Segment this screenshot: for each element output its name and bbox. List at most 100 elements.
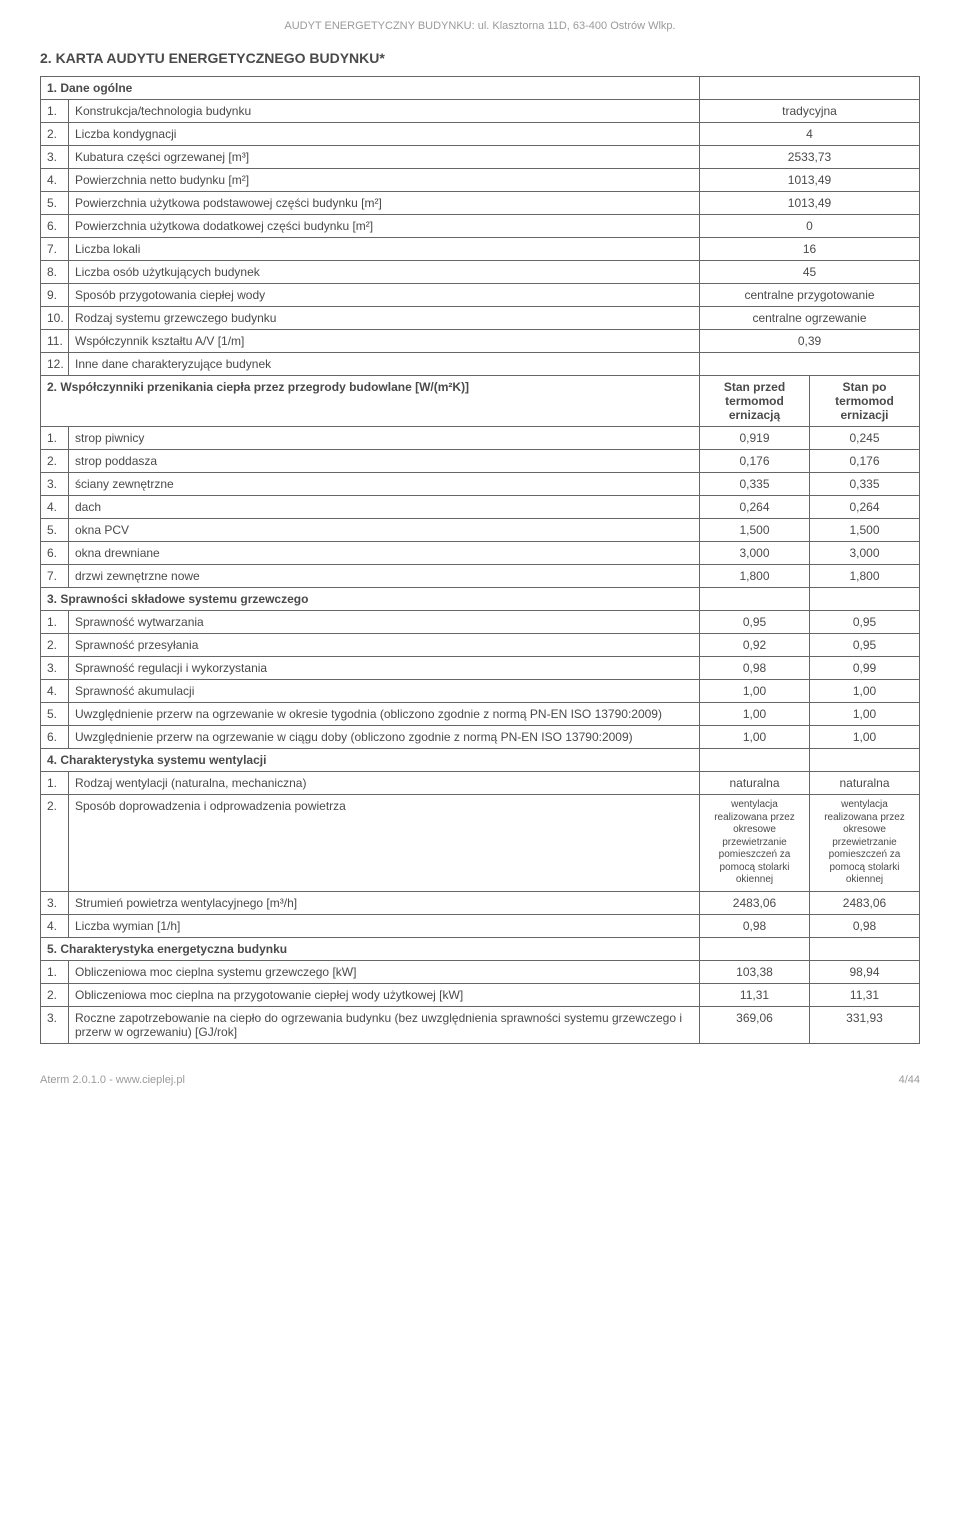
table-row: 4.dach0,2640,264 (41, 496, 920, 519)
table-row: 9.Sposób przygotowania ciepłej wodycentr… (41, 284, 920, 307)
row-label: Obliczeniowa moc cieplna na przygotowani… (69, 983, 700, 1006)
row-value-after: 1,500 (810, 519, 920, 542)
table-row: 2.Liczba kondygnacji4 (41, 123, 920, 146)
row-value: centralne przygotowanie (700, 284, 920, 307)
table-row: 10.Rodzaj systemu grzewczego budynkucent… (41, 307, 920, 330)
table-row: 3.ściany zewnętrzne0,3350,335 (41, 473, 920, 496)
row-value-after: 0,245 (810, 427, 920, 450)
row-value: 4 (700, 123, 920, 146)
page-footer: Aterm 2.0.1.0 - www.cieplej.pl 4/44 (40, 1074, 920, 1086)
row-value-before: 3,000 (700, 542, 810, 565)
row-num: 3. (41, 657, 69, 680)
section4-title: 4. Charakterystyka systemu wentylacji (41, 749, 700, 772)
row-value-before: 1,00 (700, 703, 810, 726)
section1-title: 1. Dane ogólne (41, 77, 700, 100)
audit-table: 1. Dane ogólne1.Konstrukcja/technologia … (40, 76, 920, 1044)
row-label: Strumień powietrza wentylacyjnego [m³/h] (69, 891, 700, 914)
row-value-before: wentylacja realizowana przez okresowe pr… (700, 795, 810, 892)
row-num: 10. (41, 307, 69, 330)
row-num: 3. (41, 473, 69, 496)
row-label: dach (69, 496, 700, 519)
table-row: 3. Sprawności składowe systemu grzewczeg… (41, 588, 920, 611)
row-value: 45 (700, 261, 920, 284)
row-value: 16 (700, 238, 920, 261)
row-num: 5. (41, 703, 69, 726)
row-value-after: wentylacja realizowana przez okresowe pr… (810, 795, 920, 892)
row-num: 7. (41, 565, 69, 588)
row-label: Sprawność wytwarzania (69, 611, 700, 634)
row-value-before: 1,00 (700, 680, 810, 703)
table-row: 7.Liczba lokali16 (41, 238, 920, 261)
row-label: Współczynnik kształtu A/V [1/m] (69, 330, 700, 353)
row-num: 2. (41, 795, 69, 892)
row-value-after: 331,93 (810, 1006, 920, 1043)
row-value-after: naturalna (810, 772, 920, 795)
table-row: 3.Sprawność regulacji i wykorzystania0,9… (41, 657, 920, 680)
table-row: 1.Sprawność wytwarzania0,950,95 (41, 611, 920, 634)
row-label: Powierzchnia netto budynku [m²] (69, 169, 700, 192)
col-after: Stan po termomod ernizacji (810, 376, 920, 427)
row-value-before: 0,92 (700, 634, 810, 657)
row-label: Powierzchnia użytkowa dodatkowej części … (69, 215, 700, 238)
row-label: okna drewniane (69, 542, 700, 565)
row-value-before: 1,00 (700, 726, 810, 749)
row-label: Liczba kondygnacji (69, 123, 700, 146)
table-row: 4. Charakterystyka systemu wentylacji (41, 749, 920, 772)
row-value-after: 1,800 (810, 565, 920, 588)
row-label: drzwi zewnętrzne nowe (69, 565, 700, 588)
row-num: 11. (41, 330, 69, 353)
row-num: 5. (41, 519, 69, 542)
row-num: 4. (41, 914, 69, 937)
row-num: 1. (41, 427, 69, 450)
row-value-before: 0,95 (700, 611, 810, 634)
row-label: Sposób doprowadzenia i odprowadzenia pow… (69, 795, 700, 892)
table-row: 5.Powierzchnia użytkowa podstawowej częś… (41, 192, 920, 215)
row-num: 7. (41, 238, 69, 261)
table-row: 6.okna drewniane3,0003,000 (41, 542, 920, 565)
section5-title: 5. Charakterystyka energetyczna budynku (41, 937, 700, 960)
row-num: 2. (41, 123, 69, 146)
row-value-before: 0,176 (700, 450, 810, 473)
row-value-before: 0,335 (700, 473, 810, 496)
row-label: strop poddasza (69, 450, 700, 473)
row-num: 6. (41, 542, 69, 565)
row-num: 3. (41, 1006, 69, 1043)
row-num: 1. (41, 611, 69, 634)
table-row: 2.Sposób doprowadzenia i odprowadzenia p… (41, 795, 920, 892)
row-num: 1. (41, 772, 69, 795)
row-value-after: 0,95 (810, 634, 920, 657)
row-label: Liczba lokali (69, 238, 700, 261)
table-row: 2.Obliczeniowa moc cieplna na przygotowa… (41, 983, 920, 1006)
col-before: Stan przed termomod ernizacją (700, 376, 810, 427)
row-num: 2. (41, 634, 69, 657)
row-value (700, 353, 920, 376)
row-value-before: 0,98 (700, 657, 810, 680)
row-value-before: 1,800 (700, 565, 810, 588)
table-row: 12.Inne dane charakteryzujące budynek (41, 353, 920, 376)
row-label: Sprawność regulacji i wykorzystania (69, 657, 700, 680)
row-label: Uwzględnienie przerw na ogrzewanie w cią… (69, 726, 700, 749)
row-value-before: 103,38 (700, 960, 810, 983)
footer-left: Aterm 2.0.1.0 - www.cieplej.pl (40, 1074, 185, 1086)
table-row: 7.drzwi zewnętrzne nowe1,8001,800 (41, 565, 920, 588)
row-label: Liczba wymian [1/h] (69, 914, 700, 937)
table-row: 6.Powierzchnia użytkowa dodatkowej częśc… (41, 215, 920, 238)
row-value-after: 1,00 (810, 703, 920, 726)
row-label: Rodzaj systemu grzewczego budynku (69, 307, 700, 330)
section2-title: 2. Współczynniki przenikania ciepła prze… (41, 376, 700, 427)
row-label: Liczba osób użytkujących budynek (69, 261, 700, 284)
row-num: 2. (41, 983, 69, 1006)
table-row: 5. Charakterystyka energetyczna budynku (41, 937, 920, 960)
row-label: Sprawność akumulacji (69, 680, 700, 703)
row-num: 4. (41, 169, 69, 192)
row-value-after: 1,00 (810, 726, 920, 749)
row-num: 9. (41, 284, 69, 307)
row-label: Inne dane charakteryzujące budynek (69, 353, 700, 376)
row-value: 0 (700, 215, 920, 238)
row-value-after: 0,264 (810, 496, 920, 519)
row-num: 5. (41, 192, 69, 215)
row-value-before: 0,919 (700, 427, 810, 450)
row-label: Uwzględnienie przerw na ogrzewanie w okr… (69, 703, 700, 726)
table-row: 2. Współczynniki przenikania ciepła prze… (41, 376, 920, 427)
table-row: 2.Sprawność przesyłania0,920,95 (41, 634, 920, 657)
